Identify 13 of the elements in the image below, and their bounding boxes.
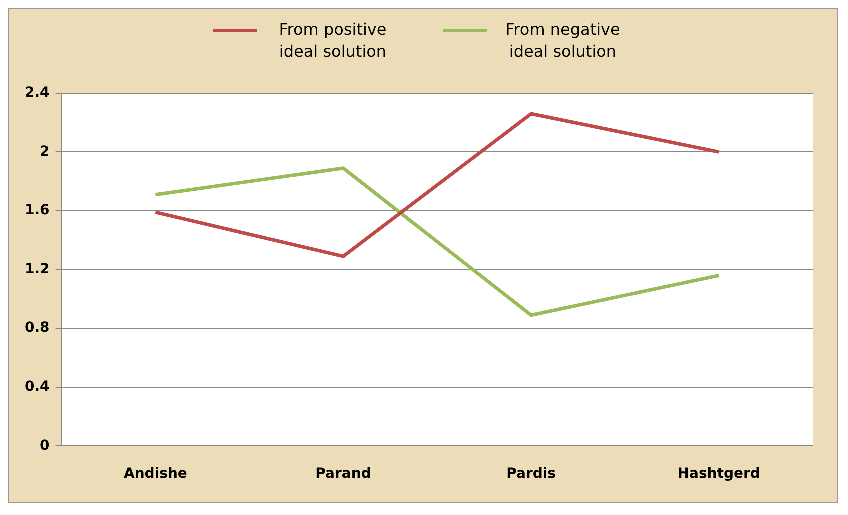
y-tick-label: 0 bbox=[40, 438, 50, 454]
y-tick-label: 0.8 bbox=[24, 320, 50, 336]
y-tick-label: 1.6 bbox=[24, 202, 50, 219]
x-tick-label: Andishe bbox=[124, 466, 188, 482]
y-tick-label: 2.4 bbox=[24, 85, 50, 102]
legend-label: From negative ideal solution bbox=[504, 19, 622, 63]
x-tick-label: Pardis bbox=[506, 466, 556, 482]
y-tick-label: 1.2 bbox=[24, 261, 50, 278]
y-tick-label: 0.4 bbox=[24, 379, 50, 396]
x-tick-label: Hashtgerd bbox=[678, 466, 760, 482]
y-tick-label: 2 bbox=[40, 144, 50, 160]
legend-label: From positive ideal solution bbox=[278, 19, 388, 63]
x-tick-label: Parand bbox=[316, 466, 372, 482]
